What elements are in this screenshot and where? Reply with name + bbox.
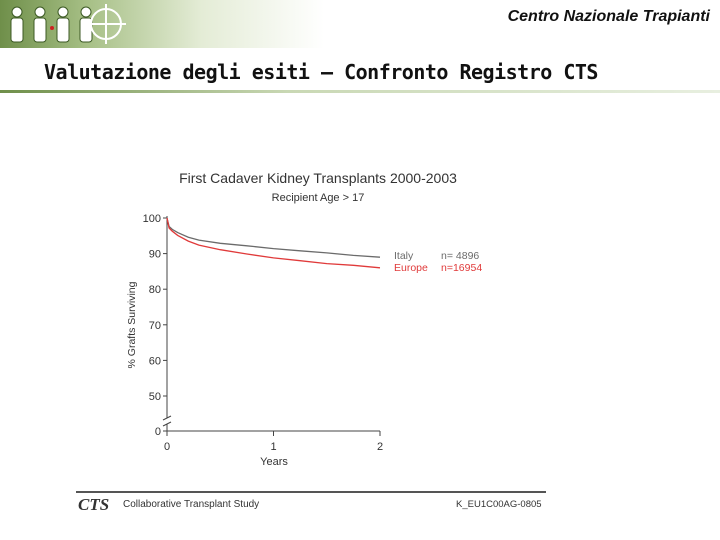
legend-count-italy: n= 4896 [441,250,479,262]
document-code: K_EU1C00AG-0805 [456,499,542,510]
x-tick-label: 1 [270,441,276,453]
y-axis-label: % Grafts Surviving [126,281,138,368]
cnt-logo-icon [10,4,126,44]
title-divider [0,90,720,93]
x-tick-label: 2 [377,441,383,453]
y-tick-label: 60 [149,355,161,367]
y-tick-label: 80 [149,284,161,296]
legend-label-italy: Italy [394,250,414,262]
x-tick-label: 0 [164,441,170,453]
organization-name: Centro Nazionale Trapianti [507,8,710,25]
x-axis-label: Years [260,456,288,468]
legend-count-europe: n=16954 [441,262,482,274]
series-line-europe [166,217,381,269]
slide-header: Centro Nazionale Trapianti [0,0,720,52]
series-layer [166,217,381,269]
y-axis-break-mark [162,421,172,427]
slide-title: Valutazione degli esiti – Confronto Regi… [44,60,598,84]
chart-title: First Cadaver Kidney Transplants 2000-20… [179,170,457,186]
chart-subtitle: Recipient Age > 17 [272,192,365,204]
study-name: Collaborative Transplant Study [123,499,260,510]
axes: 100 90 80 70 60 50 00 1 2 [143,213,383,453]
y-tick-label: 100 [143,213,161,225]
y-tick-label: 50 [149,391,161,403]
cts-logo: CTS [78,495,110,514]
footer-rule [76,491,546,493]
y-axis-break-mark [162,415,172,421]
legend: Italy n= 4896 Europe n=16954 [394,250,482,274]
series-line-italy [166,217,381,258]
legend-label-europe: Europe [394,262,428,274]
y-tick-label: 70 [149,320,161,332]
y-tick-label: 90 [149,249,161,261]
y-tick-label: 0 [155,426,161,438]
